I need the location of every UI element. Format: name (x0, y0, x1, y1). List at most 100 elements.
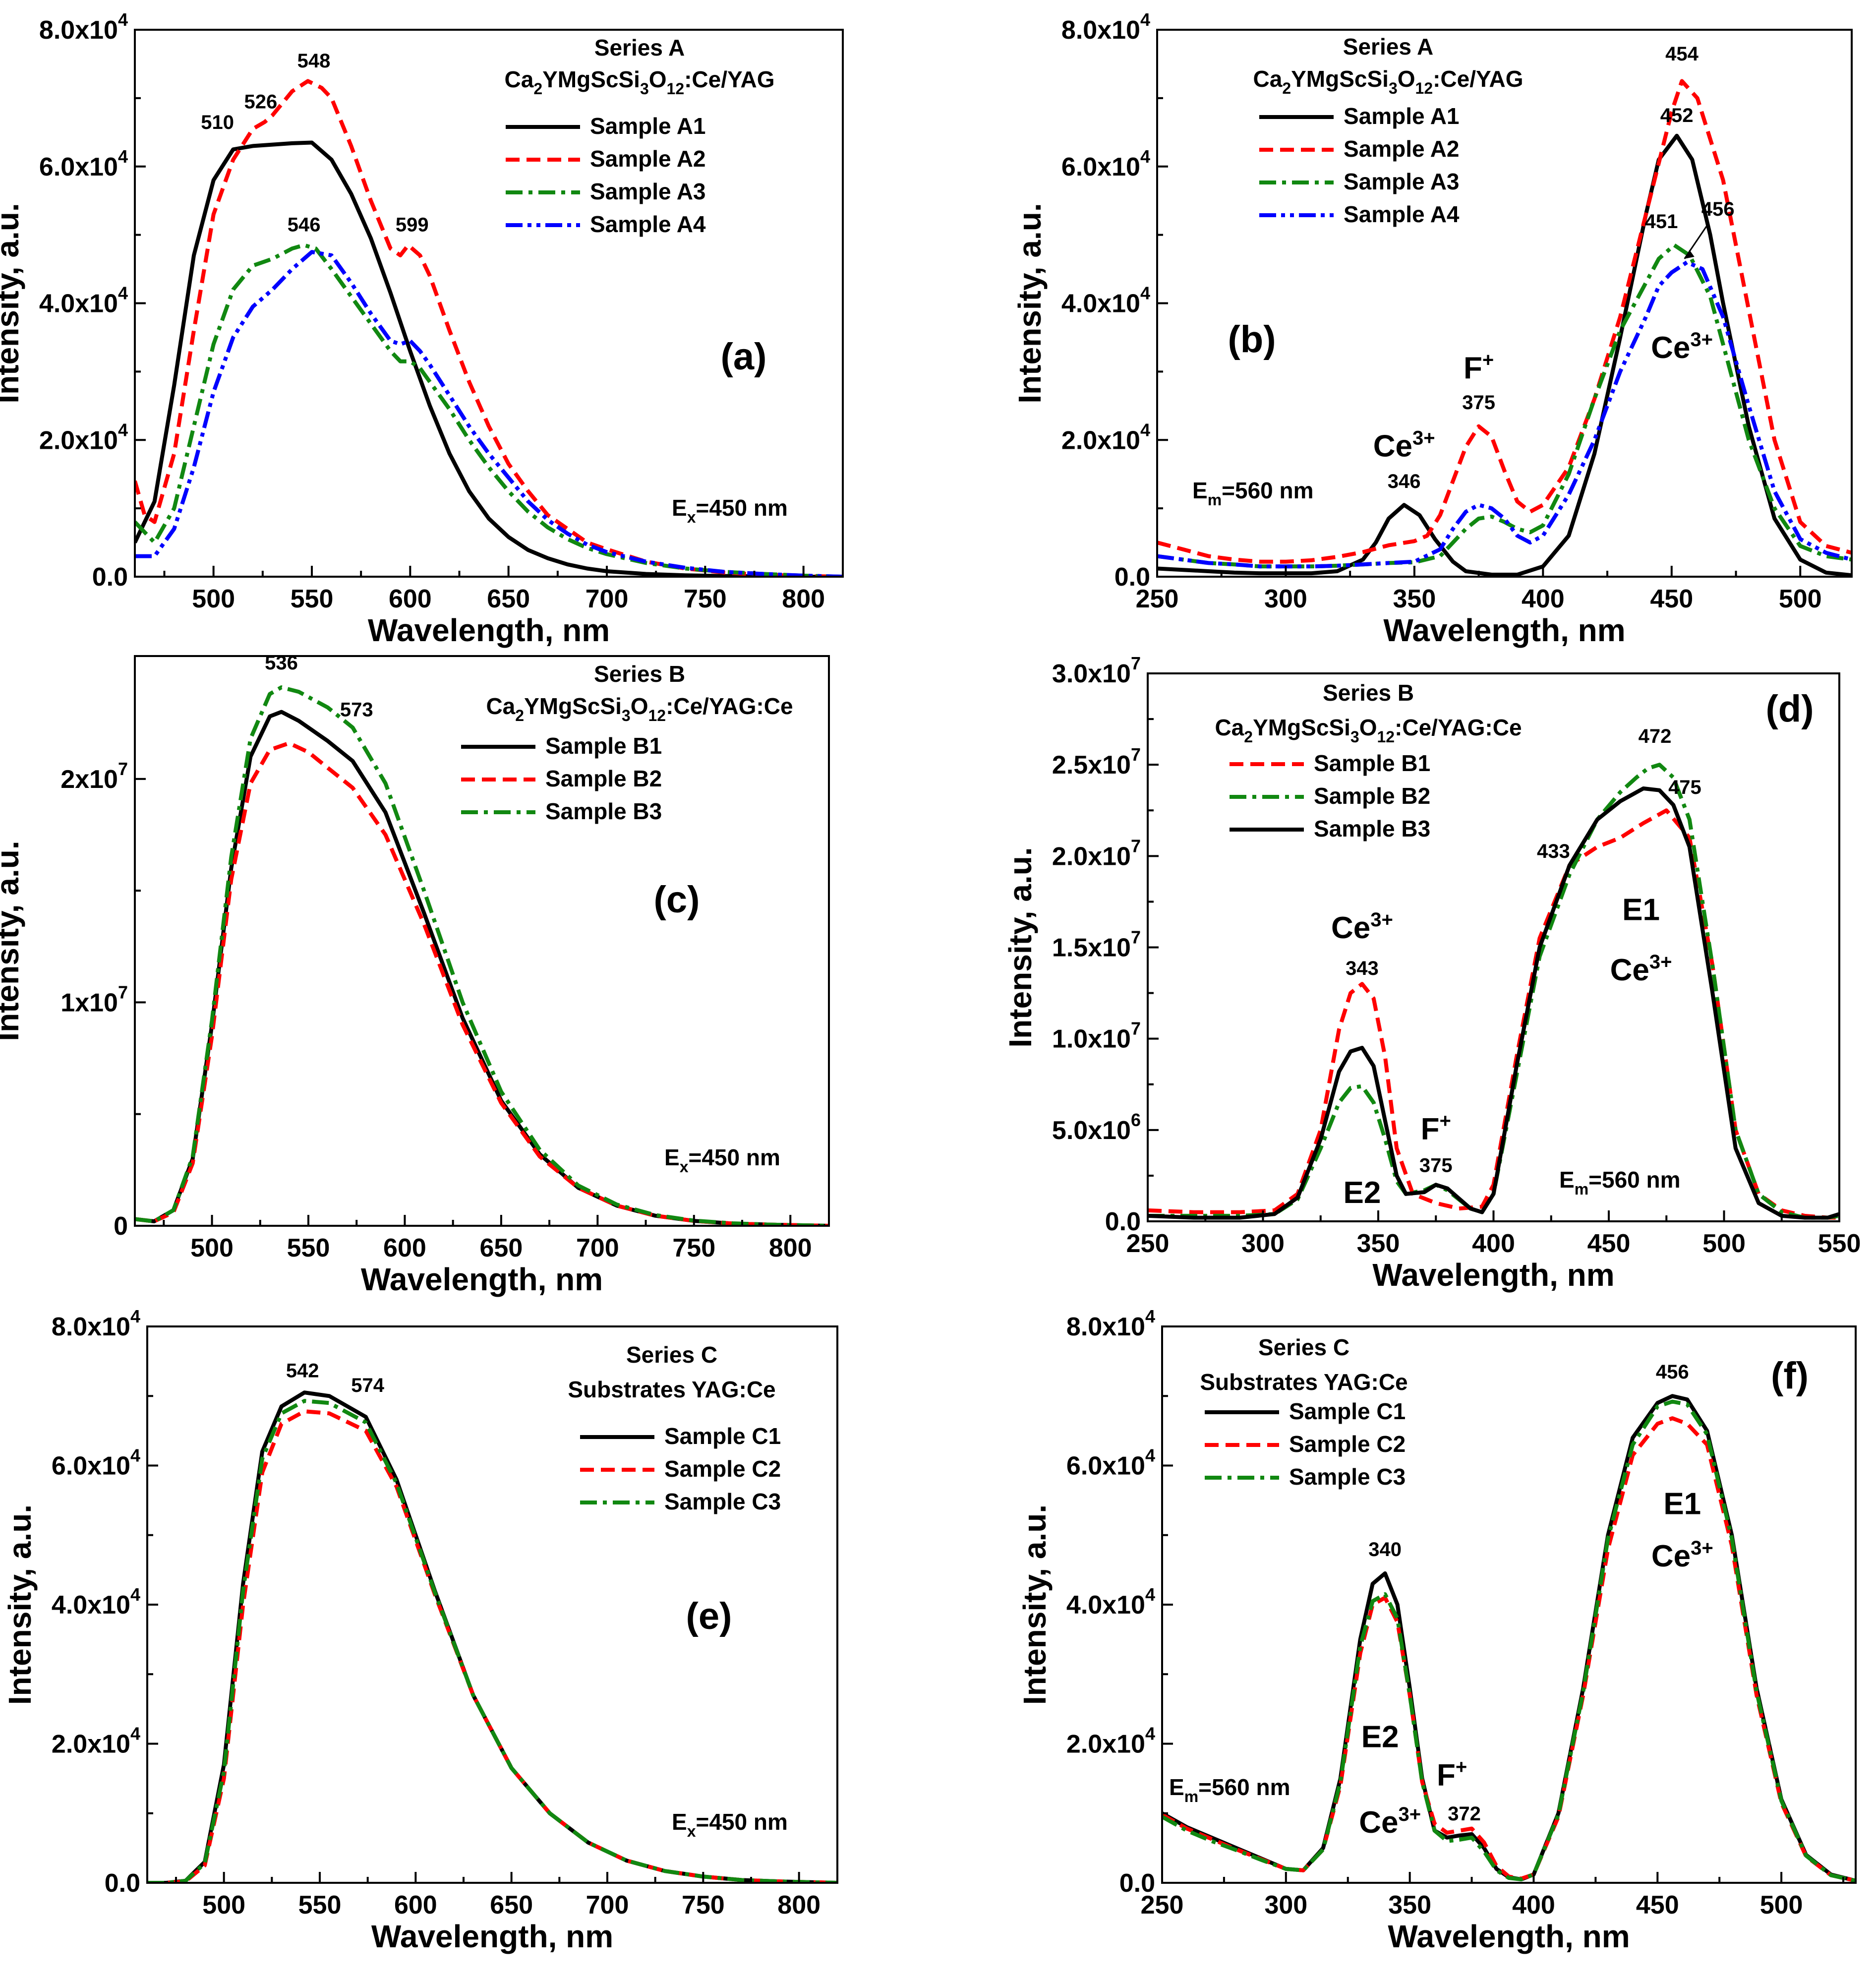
legend-subtitle: Ca2YMgScSi3O12:Ce/YAG:Ce (486, 693, 793, 724)
x-tick-label: 700 (576, 1234, 619, 1262)
peak-annotation: 433 (1537, 840, 1570, 862)
y-tick-label: 6.0x104 (52, 1445, 140, 1481)
x-tick-label: 800 (777, 1891, 821, 1920)
legend-title: Series A (594, 35, 685, 60)
y-tick-label: 2x107 (60, 759, 128, 794)
x-tick-label: 750 (682, 1891, 725, 1920)
y-tick-label: 0 (114, 1212, 128, 1241)
legend-title: Series B (594, 661, 685, 687)
series-line-sample-a3 (1157, 243, 1852, 569)
excitation-condition: Em=560 nm (1169, 1774, 1290, 1805)
y-tick-label: 8.0x104 (1061, 9, 1150, 45)
x-axis-label: Wavelength, nm (1383, 612, 1625, 648)
peak-annotation: 472 (1639, 725, 1672, 747)
chart-panel-f: 250 300 350 400 450 500 0.0 2.0x104 4.0x104 6.0x1… (1017, 1306, 1857, 1954)
plot-area (1157, 79, 1852, 577)
legend-label: Sample C3 (1289, 1464, 1406, 1490)
x-tick-label: 500 (202, 1891, 245, 1920)
panel-label: (f) (1771, 1355, 1809, 1397)
legend-label: Sample C3 (664, 1489, 781, 1514)
band-label: E2 (1344, 1176, 1381, 1210)
x-tick-label: 650 (490, 1891, 533, 1920)
y-tick-label: 4.0x104 (52, 1584, 140, 1620)
y-tick-label: 6.0x104 (39, 146, 128, 181)
y-tick-label: 4.0x104 (39, 283, 128, 318)
y-axis-label: Intensity, a.u. (0, 203, 25, 403)
legend-label: Sample A3 (590, 179, 706, 204)
series-line-sample-c3 (1162, 1399, 1856, 1883)
y-tick-label: 2.0x104 (1061, 420, 1150, 455)
y-axis-label: Intensity, a.u. (2, 1504, 38, 1705)
x-tick-label: 500 (1702, 1229, 1746, 1258)
peak-annotation: 451 (1645, 211, 1678, 233)
series-line-sample-a1 (1157, 133, 1852, 577)
peak-annotation: 536 (265, 652, 298, 674)
peak-annotation: 372 (1448, 1803, 1481, 1825)
y-tick-label: 8.0x104 (52, 1306, 140, 1341)
legend-label: Sample C1 (664, 1423, 781, 1449)
y-tick-label: 4.0x104 (1061, 283, 1150, 318)
band-label: E1 (1622, 893, 1660, 927)
y-axis-label: Intensity, a.u. (1012, 203, 1048, 403)
excitation-condition: Em=560 nm (1192, 478, 1314, 509)
x-tick-label: 450 (1636, 1891, 1679, 1920)
x-tick-label: 750 (684, 585, 727, 613)
legend-label: Sample B1 (545, 733, 662, 759)
legend-label: Sample B2 (1314, 783, 1430, 809)
x-tick-label: 500 (1760, 1891, 1803, 1920)
legend-label: Sample C2 (1289, 1431, 1406, 1457)
legend-label: Sample A2 (1344, 136, 1460, 162)
band-label: Ce3+ (1331, 909, 1393, 945)
peak-annotation: 542 (286, 1360, 319, 1381)
x-tick-label: 600 (389, 585, 432, 613)
peak-annotation: 375 (1462, 392, 1495, 414)
y-tick-label: 2.0x104 (39, 420, 128, 455)
plot-area (1162, 1394, 1856, 1883)
y-tick-label: 1.5x107 (1052, 927, 1141, 962)
x-tick-label: 750 (672, 1234, 715, 1262)
x-tick-label: 500 (190, 1234, 234, 1262)
x-tick-label: 300 (1264, 1891, 1307, 1920)
excitation-condition: Ex=450 nm (664, 1144, 780, 1176)
legend-title: Series B (1323, 680, 1414, 706)
y-axis-label: Intensity, a.u. (1002, 847, 1038, 1047)
peak-annotation: 510 (201, 112, 234, 133)
peak-annotation: 475 (1668, 777, 1701, 798)
plot-area (1148, 763, 1839, 1220)
excitation-condition: Ex=450 nm (672, 1809, 788, 1840)
x-tick-label: 600 (383, 1234, 426, 1262)
legend-subtitle: Ca2YMgScSi3O12:Ce/YAG (505, 66, 775, 98)
series-line-sample-a2 (135, 79, 843, 577)
plot-area (135, 685, 829, 1226)
x-axis-label: Wavelength, nm (361, 1261, 603, 1297)
plot-area (147, 1390, 837, 1883)
series-line-sample-a2 (1157, 79, 1852, 564)
y-tick-label: 0.0 (1105, 1207, 1141, 1236)
series-line-sample-a4 (135, 250, 843, 577)
band-label: F+ (1421, 1110, 1451, 1146)
x-axis-label: Wavelength, nm (371, 1919, 613, 1954)
legend-title: Series C (626, 1342, 717, 1368)
y-tick-label: 2.0x107 (1052, 836, 1141, 871)
plot-frame (146, 1325, 838, 1884)
x-tick-label: 650 (480, 1234, 523, 1262)
x-tick-label: 250 (1136, 585, 1179, 613)
legend-label: Sample B2 (545, 766, 662, 791)
peak-annotation: 574 (351, 1375, 384, 1396)
chart-panel-b: 250 300 350 400 450 500 0.0 2.0x104 4.0x104 6.0x1… (1012, 9, 1853, 648)
peak-annotation: 452 (1660, 105, 1694, 126)
x-tick-label: 250 (1141, 1891, 1184, 1920)
x-tick-label: 400 (1522, 585, 1565, 613)
x-tick-label: 550 (1818, 1229, 1861, 1258)
legend-subtitle: Substrates YAG:Ce (1200, 1369, 1407, 1395)
band-label: Ce3+ (1359, 1803, 1421, 1840)
series-line-sample-c3 (147, 1399, 837, 1883)
legend-label: Sample B1 (1314, 750, 1430, 776)
legend-label: Sample B3 (545, 798, 662, 824)
legend-label: Sample A2 (590, 146, 706, 172)
panel-label: (d) (1765, 688, 1814, 730)
y-tick-label: 5.0x106 (1052, 1110, 1141, 1145)
x-tick-label: 700 (586, 585, 629, 613)
legend-title: Series A (1343, 34, 1433, 60)
